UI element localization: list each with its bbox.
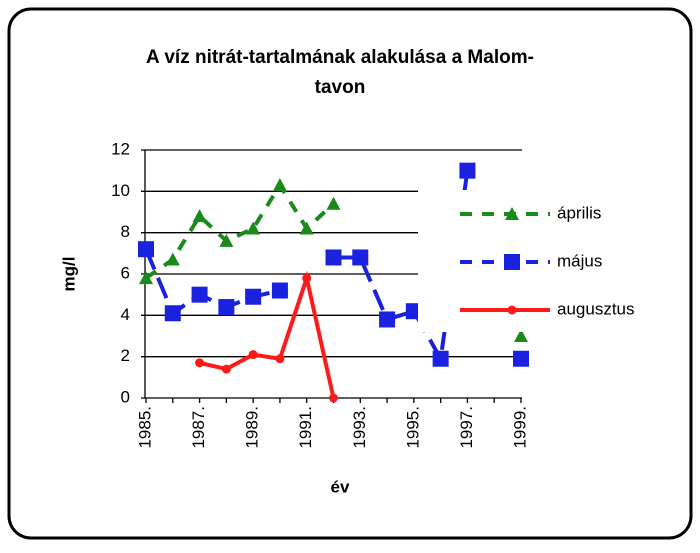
marker <box>165 252 180 266</box>
marker <box>302 273 312 283</box>
marker <box>325 249 342 266</box>
marker <box>379 311 396 328</box>
marker <box>326 196 341 210</box>
marker <box>507 305 517 315</box>
marker <box>218 299 235 316</box>
y-axis-title: mg/l <box>59 257 78 292</box>
y-tick-label: 12 <box>111 139 130 158</box>
marker <box>138 241 154 258</box>
marker <box>248 350 258 360</box>
marker <box>352 249 369 266</box>
marker <box>514 329 528 342</box>
legend-label: április <box>557 203 601 222</box>
marker <box>432 350 449 367</box>
marker <box>246 221 261 235</box>
y-tick-label: 6 <box>121 263 130 282</box>
chart-title: tavon <box>315 77 366 98</box>
marker <box>513 350 529 367</box>
x-tick-label: 1997. <box>457 406 476 449</box>
x-tick-label: 1989. <box>243 406 262 449</box>
chart-title: A víz nitrát-tartalmának alakulása a Mal… <box>146 47 534 68</box>
y-tick-label: 10 <box>111 181 130 200</box>
x-tick-label: 1991. <box>296 406 315 449</box>
marker <box>245 288 262 305</box>
x-tick-label: 1995. <box>403 406 422 449</box>
series-line <box>199 270 336 399</box>
legend-label: augusztus <box>557 299 635 318</box>
x-tick-label: 1993. <box>350 406 369 449</box>
marker <box>505 207 519 220</box>
y-tick-label: 8 <box>121 222 130 241</box>
marker <box>219 233 234 247</box>
marker <box>191 286 208 303</box>
y-tick-label: 4 <box>121 305 130 324</box>
y-tick-label: 2 <box>121 346 130 365</box>
marker <box>504 254 520 270</box>
x-axis-title: év <box>331 477 350 496</box>
x-tick-label: 1999. <box>510 406 529 449</box>
marker <box>272 178 287 192</box>
x-tick-label: 1985. <box>135 406 154 449</box>
legend-label: május <box>557 251 602 270</box>
marker <box>299 221 314 235</box>
marker <box>459 162 476 179</box>
marker <box>192 209 207 223</box>
marker <box>139 271 153 285</box>
marker <box>329 393 338 403</box>
marker <box>275 354 285 364</box>
y-tick-label: 0 <box>121 387 130 406</box>
marker <box>164 305 181 322</box>
marker <box>195 358 205 368</box>
marker <box>405 303 422 320</box>
marker <box>271 282 288 299</box>
x-tick-label: 1987. <box>189 406 208 449</box>
marker <box>221 364 231 374</box>
